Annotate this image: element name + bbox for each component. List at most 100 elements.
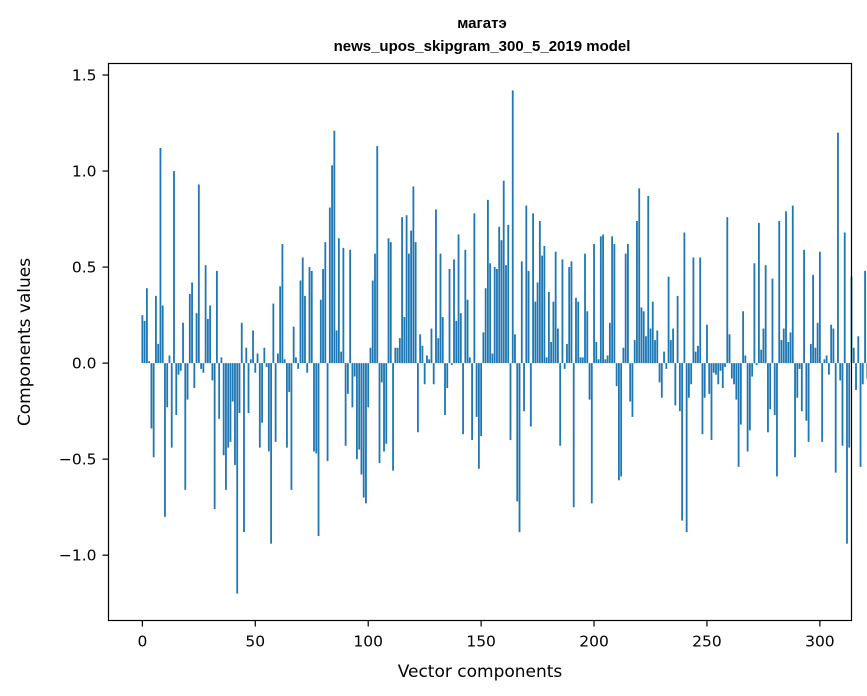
- bar-106: [380, 363, 383, 383]
- bar-128: [430, 328, 433, 364]
- bar-5: [152, 363, 155, 458]
- bar-265: [739, 363, 742, 425]
- bar-105: [378, 363, 381, 464]
- y-tick-label: 1.0: [72, 163, 97, 181]
- bar-288: [791, 205, 794, 364]
- x-tick-label: 150: [466, 633, 496, 651]
- bar-148: [475, 363, 478, 417]
- bar-216: [629, 363, 632, 402]
- bar-236: [674, 363, 677, 406]
- bar-74: [308, 267, 311, 364]
- bar-306: [832, 328, 835, 364]
- bar-241: [685, 363, 688, 533]
- bar-228: [656, 330, 659, 364]
- bar-208: [611, 236, 614, 364]
- bar-272: [755, 363, 758, 366]
- plot-frame: [107, 62, 853, 622]
- bar-212: [620, 363, 623, 477]
- bar-34: [218, 363, 221, 419]
- bar-320: [864, 270, 866, 364]
- bar-108: [385, 363, 388, 444]
- bar-163: [509, 363, 512, 440]
- bar-180: [547, 292, 550, 364]
- bar-213: [622, 347, 625, 364]
- bar-12: [168, 355, 171, 364]
- bar-204: [602, 234, 604, 364]
- bar-159: [500, 240, 503, 364]
- bar-196: [584, 253, 586, 364]
- bar-315: [852, 347, 855, 364]
- bar-124: [421, 345, 424, 364]
- bar-307: [834, 363, 837, 473]
- bar-230: [660, 363, 663, 398]
- bar-287: [789, 332, 792, 364]
- bar-1: [143, 320, 146, 364]
- bar-170: [525, 205, 528, 364]
- bar-181: [550, 342, 553, 364]
- bar-179: [545, 357, 548, 364]
- bar-47: [247, 363, 250, 414]
- bar-197: [586, 311, 589, 364]
- bar-116: [403, 317, 406, 364]
- bar-145: [468, 357, 471, 364]
- x-tick-label: 100: [353, 633, 383, 651]
- bar-49: [252, 330, 254, 364]
- bar-244: [692, 257, 695, 364]
- bar-279: [771, 278, 774, 364]
- bar-296: [809, 343, 812, 364]
- bar-207: [608, 322, 611, 364]
- x-tick-label: 300: [805, 633, 835, 651]
- bar-311: [843, 232, 846, 364]
- bar-73: [306, 363, 309, 373]
- bar-153: [487, 199, 489, 364]
- bar-252: [710, 363, 713, 440]
- bar-20: [186, 363, 189, 400]
- bar-10: [164, 363, 166, 517]
- bar-299: [816, 322, 819, 364]
- bar-21: [188, 293, 191, 364]
- bar-144: [466, 299, 469, 364]
- bar-18: [182, 322, 184, 364]
- bar-217: [631, 363, 634, 417]
- bar-99: [365, 363, 367, 504]
- bar-35: [220, 357, 223, 364]
- bar-283: [780, 340, 783, 364]
- bar-13: [170, 363, 173, 448]
- bar-11: [166, 363, 169, 408]
- bar-112: [394, 347, 397, 364]
- bar-142: [462, 363, 464, 435]
- bar-6: [155, 295, 157, 364]
- bar-58: [272, 303, 275, 364]
- bar-75: [310, 270, 313, 364]
- bar-158: [498, 226, 501, 364]
- bar-175: [536, 282, 539, 364]
- bar-235: [672, 328, 674, 364]
- bar-14: [173, 171, 175, 364]
- bar-67: [292, 326, 295, 364]
- bar-165: [514, 334, 516, 364]
- bar-318: [859, 363, 862, 467]
- bar-95: [356, 363, 358, 460]
- bar-3: [148, 361, 151, 364]
- bar-242: [687, 363, 690, 398]
- bar-37: [225, 363, 227, 490]
- bar-273: [758, 222, 760, 364]
- bar-294: [805, 363, 808, 421]
- bar-308: [837, 132, 839, 364]
- bar-302: [823, 359, 826, 364]
- y-tick-label: −0.5: [59, 451, 97, 469]
- bar-161: [505, 265, 507, 364]
- bar-110: [389, 242, 392, 364]
- bar-78: [317, 363, 320, 536]
- bar-79: [319, 299, 322, 364]
- bar-55: [265, 363, 268, 367]
- bar-192: [575, 297, 577, 364]
- bar-198: [588, 363, 591, 400]
- bar-305: [830, 324, 833, 364]
- bar-118: [407, 253, 410, 364]
- bar-80: [322, 269, 324, 364]
- bar-54: [263, 347, 266, 364]
- bar-211: [617, 363, 620, 481]
- bar-2: [145, 288, 148, 364]
- bar-154: [489, 263, 492, 364]
